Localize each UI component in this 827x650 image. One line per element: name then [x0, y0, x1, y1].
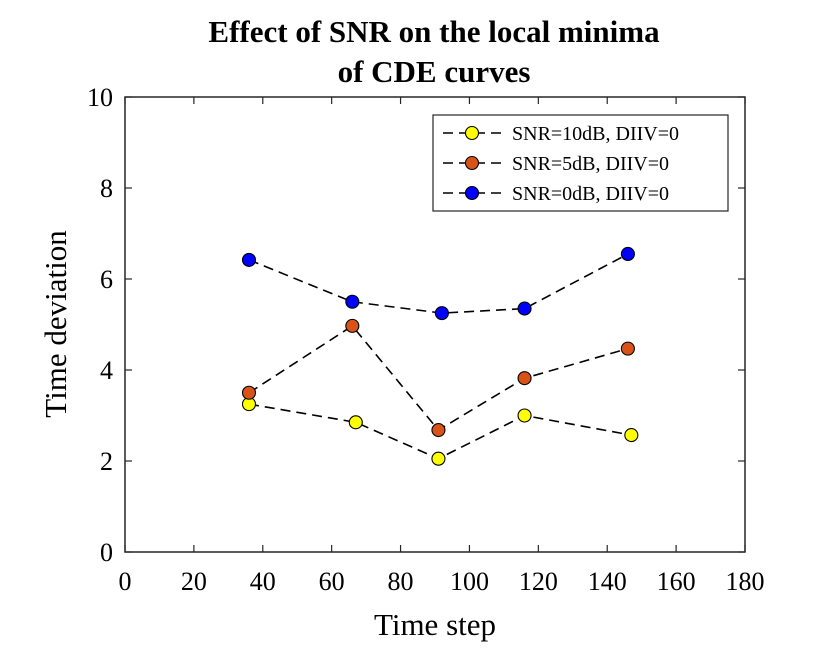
y-axis-label: Time deviation — [38, 230, 73, 418]
data-point — [348, 415, 363, 430]
y-tick-label: 2 — [100, 447, 113, 476]
data-point — [434, 306, 449, 321]
data-point — [517, 371, 532, 386]
data-point — [431, 451, 446, 466]
series-2 — [241, 318, 635, 438]
x-tick-label: 60 — [319, 567, 345, 596]
data-point — [517, 301, 532, 316]
y-tick-label: 4 — [100, 356, 113, 385]
x-tick-label: 100 — [450, 567, 489, 596]
y-tick-label: 8 — [100, 174, 113, 203]
series-layer — [241, 246, 639, 466]
data-point — [241, 385, 257, 400]
data-point — [345, 294, 360, 309]
data-point — [517, 408, 532, 423]
data-point — [620, 246, 635, 262]
legend-label: SNR=5dB, DIIV=0 — [512, 153, 669, 175]
x-axis-label: Time step — [374, 607, 496, 642]
x-tick-label: 80 — [388, 567, 414, 596]
chart-title-line-1: Effect of SNR on the local minima — [208, 14, 660, 49]
y-tick-label: 10 — [87, 83, 113, 112]
x-tick-label: 40 — [250, 567, 276, 596]
legend-marker — [464, 155, 480, 171]
chart-title-line-2: of CDE curves — [338, 54, 531, 89]
legend: SNR=10dB, DIIV=0 SNR=5dB, DIIV=0 SNR=0dB, … — [432, 114, 729, 212]
data-point — [620, 341, 635, 356]
data-point — [241, 252, 257, 267]
series-3 — [241, 246, 635, 321]
x-tick-label: 140 — [588, 567, 627, 596]
x-axis-ticks: 0 20 40 60 80 100 120 140 160 180 — [119, 97, 765, 596]
legend-label: SNR=10dB, DIIV=0 — [512, 123, 679, 145]
data-point — [431, 423, 446, 438]
y-tick-label: 0 — [100, 538, 113, 567]
x-tick-label: 180 — [726, 567, 765, 596]
legend-marker — [464, 185, 480, 201]
series-1 — [241, 397, 639, 466]
legend-item: SNR=5dB, DIIV=0 — [443, 153, 669, 175]
x-tick-label: 120 — [519, 567, 558, 596]
x-tick-label: 0 — [119, 567, 132, 596]
legend-item: SNR=0dB, DIIV=0 — [443, 183, 669, 205]
x-tick-label: 20 — [181, 567, 207, 596]
legend-marker — [464, 125, 480, 141]
x-tick-label: 160 — [657, 567, 696, 596]
legend-label: SNR=0dB, DIIV=0 — [512, 183, 669, 205]
legend-item: SNR=10dB, DIIV=0 — [443, 123, 679, 145]
y-tick-label: 6 — [100, 265, 113, 294]
legend-items: SNR=10dB, DIIV=0 SNR=5dB, DIIV=0 SNR=0dB, … — [443, 123, 679, 205]
y-axis-ticks: 0 2 4 6 8 10 — [87, 83, 745, 567]
data-point — [624, 428, 639, 443]
data-point — [345, 318, 360, 333]
